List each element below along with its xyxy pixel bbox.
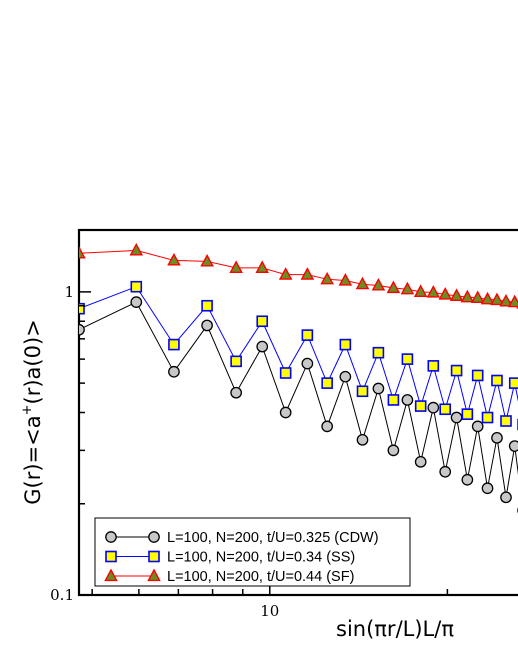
data-point-series-1 bbox=[201, 299, 213, 312]
y-tick-label: 0.1 bbox=[50, 586, 74, 604]
data-point-series-2 bbox=[490, 292, 504, 306]
data-point-series-1 bbox=[130, 280, 143, 293]
data-point-series-1 bbox=[79, 302, 85, 315]
data-point-series-2 bbox=[167, 252, 181, 266]
data-point-series-0 bbox=[500, 491, 512, 504]
data-point-series-0 bbox=[230, 386, 242, 399]
data-point-series-2 bbox=[278, 267, 293, 280]
data-point-series-2 bbox=[470, 290, 485, 304]
data-point-series-1 bbox=[414, 400, 427, 412]
data-point-series-0 bbox=[356, 433, 369, 446]
data-point-series-2 bbox=[426, 285, 441, 298]
data-point-series-0 bbox=[471, 420, 484, 433]
data-point-series-2 bbox=[499, 293, 513, 307]
data-point-series-0 bbox=[450, 411, 463, 424]
legend-box bbox=[94, 517, 411, 587]
data-point-series-0 bbox=[130, 296, 143, 308]
data-point-series-2 bbox=[386, 280, 401, 294]
data-point-series-1 bbox=[168, 338, 180, 351]
data-point-series-0 bbox=[79, 323, 85, 336]
data-point-series-2 bbox=[438, 287, 452, 300]
data-point-series-1 bbox=[450, 364, 463, 377]
data-point-series-0 bbox=[401, 394, 414, 406]
data-point-series-1 bbox=[461, 408, 474, 420]
data-point-series-1 bbox=[356, 385, 369, 398]
data-point-series-2 bbox=[413, 284, 428, 297]
data-point-series-1 bbox=[471, 369, 484, 382]
legend-marker-0 bbox=[148, 531, 160, 543]
series-line-2 bbox=[79, 249, 518, 304]
legend-label-1: L=100, N=200, t/U=0.34 (SS) bbox=[167, 550, 355, 566]
legend-marker-0 bbox=[105, 531, 117, 543]
data-point-series-2 bbox=[200, 253, 214, 267]
legend-marker-1 bbox=[148, 550, 160, 563]
data-point-series-1 bbox=[427, 360, 440, 372]
data-point-series-1 bbox=[508, 377, 518, 389]
x-tick-label: 10 bbox=[260, 602, 279, 620]
data-point-series-2 bbox=[300, 267, 315, 280]
data-point-series-1 bbox=[439, 403, 452, 416]
data-point-series-2 bbox=[400, 281, 415, 295]
legend-marker-1 bbox=[105, 550, 117, 563]
data-point-series-0 bbox=[461, 473, 474, 486]
data-point-series-1 bbox=[301, 329, 314, 341]
data-point-series-2 bbox=[255, 260, 269, 273]
data-point-series-1 bbox=[279, 367, 292, 379]
data-point-series-2 bbox=[79, 245, 86, 259]
data-point-series-2 bbox=[371, 277, 386, 291]
data-point-series-0 bbox=[414, 455, 427, 468]
data-point-series-2 bbox=[449, 288, 464, 301]
data-point-series-1 bbox=[491, 374, 503, 387]
data-point-series-2 bbox=[355, 276, 370, 290]
axis-ticks: 100.11 bbox=[50, 283, 449, 620]
y-tick-label: 1 bbox=[64, 283, 74, 301]
data-point-series-0 bbox=[439, 465, 452, 478]
data-point-series-0 bbox=[256, 340, 269, 353]
legend: L=100, N=200, t/U=0.325 (CDW) L=100, N=20… bbox=[94, 517, 411, 587]
legend-label-0: L=100, N=200, t/U=0.325 (CDW) bbox=[167, 530, 379, 546]
data-point-series-0 bbox=[339, 370, 352, 383]
y-axis-title-tail: (r)a(0)> bbox=[21, 319, 45, 404]
data-point-series-0 bbox=[168, 365, 180, 378]
data-point-series-1 bbox=[387, 394, 400, 406]
data-point-series-0 bbox=[491, 431, 503, 444]
data-point-series-2 bbox=[480, 291, 495, 305]
y-axis-title: G(r)=<a+(r)a(0)> bbox=[20, 319, 45, 505]
data-point-series-0 bbox=[201, 319, 213, 332]
y-axis-title-main: G(r)=<a bbox=[21, 415, 45, 504]
x-axis-title: sin(πr/L)L/π bbox=[336, 617, 454, 641]
data-point-series-0 bbox=[508, 440, 518, 452]
y-axis-title-sup: + bbox=[20, 404, 35, 415]
legend-marker-2 bbox=[147, 568, 161, 582]
data-point-series-0 bbox=[279, 406, 292, 419]
data-point-series-2 bbox=[460, 289, 475, 303]
data-point-series-0 bbox=[301, 357, 314, 370]
series-group bbox=[79, 242, 518, 514]
data-point-series-2 bbox=[229, 260, 243, 273]
data-point-series-1 bbox=[401, 353, 414, 365]
data-point-series-1 bbox=[230, 355, 242, 368]
data-point-series-1 bbox=[256, 315, 269, 328]
series-line-1 bbox=[79, 286, 518, 422]
data-point-series-1 bbox=[372, 346, 385, 359]
data-point-series-1 bbox=[481, 411, 494, 424]
data-point-series-0 bbox=[387, 444, 400, 457]
data-point-series-0 bbox=[427, 401, 440, 414]
legend-label-2: L=100, N=200, t/U=0.44 (SF) bbox=[167, 569, 354, 585]
data-point-series-0 bbox=[372, 382, 385, 395]
data-point-series-2 bbox=[320, 271, 334, 285]
data-point-series-2 bbox=[338, 273, 353, 286]
plot-area bbox=[77, 228, 518, 597]
series-line-0 bbox=[79, 301, 518, 498]
data-point-series-2 bbox=[129, 242, 144, 256]
data-point-series-0 bbox=[481, 482, 494, 495]
legend-marker-2 bbox=[104, 568, 118, 582]
data-point-series-0 bbox=[321, 420, 334, 433]
data-point-series-1 bbox=[321, 377, 333, 389]
data-point-series-1 bbox=[500, 415, 512, 427]
data-point-series-1 bbox=[339, 338, 352, 351]
